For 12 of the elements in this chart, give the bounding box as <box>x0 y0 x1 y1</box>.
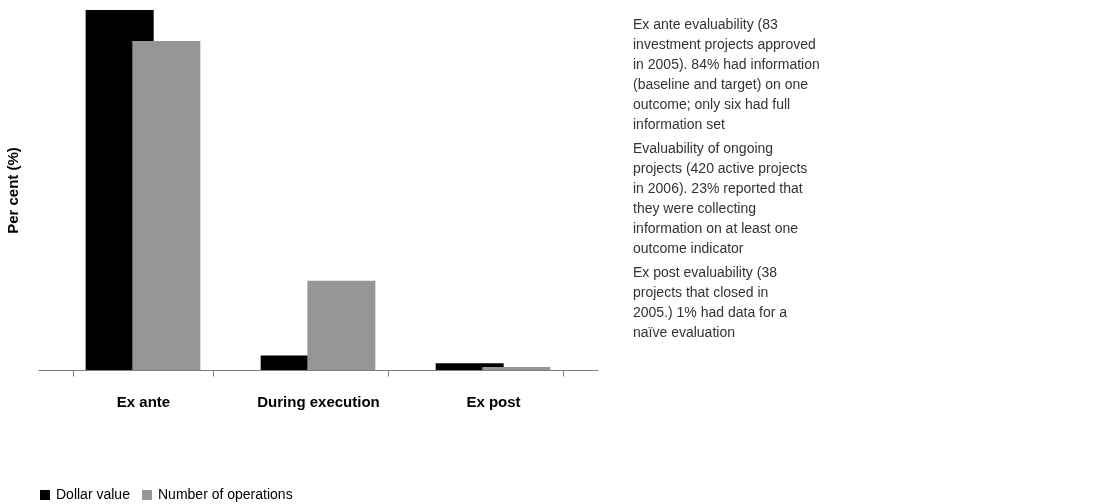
bar <box>132 40 201 370</box>
bar <box>482 367 551 370</box>
text: Evaluability of ongoing projects (420 active projects in 2006). 23% reported that they were collecting information on at least one outcome indicator <box>633 140 808 256</box>
text: Ex ante evaluability (83 investment projects approved in 2005). 84% had information (baseline and target) on one outcome; only six had full information set <box>633 16 820 132</box>
text: Ex post evaluability (38 projects that closed in 2005.) 1% had data for a naïve evaluation <box>633 264 788 340</box>
y-axis-title: Per cent (%) <box>3 147 21 234</box>
bar <box>307 280 376 370</box>
x-tick-label: During execution <box>257 392 380 410</box>
x-tick-label: Ex ante <box>116 392 171 410</box>
legend-label: Number of operations <box>158 486 293 502</box>
legend-label: Dollar value <box>56 486 131 502</box>
x-tick-label: Ex post <box>466 392 521 410</box>
